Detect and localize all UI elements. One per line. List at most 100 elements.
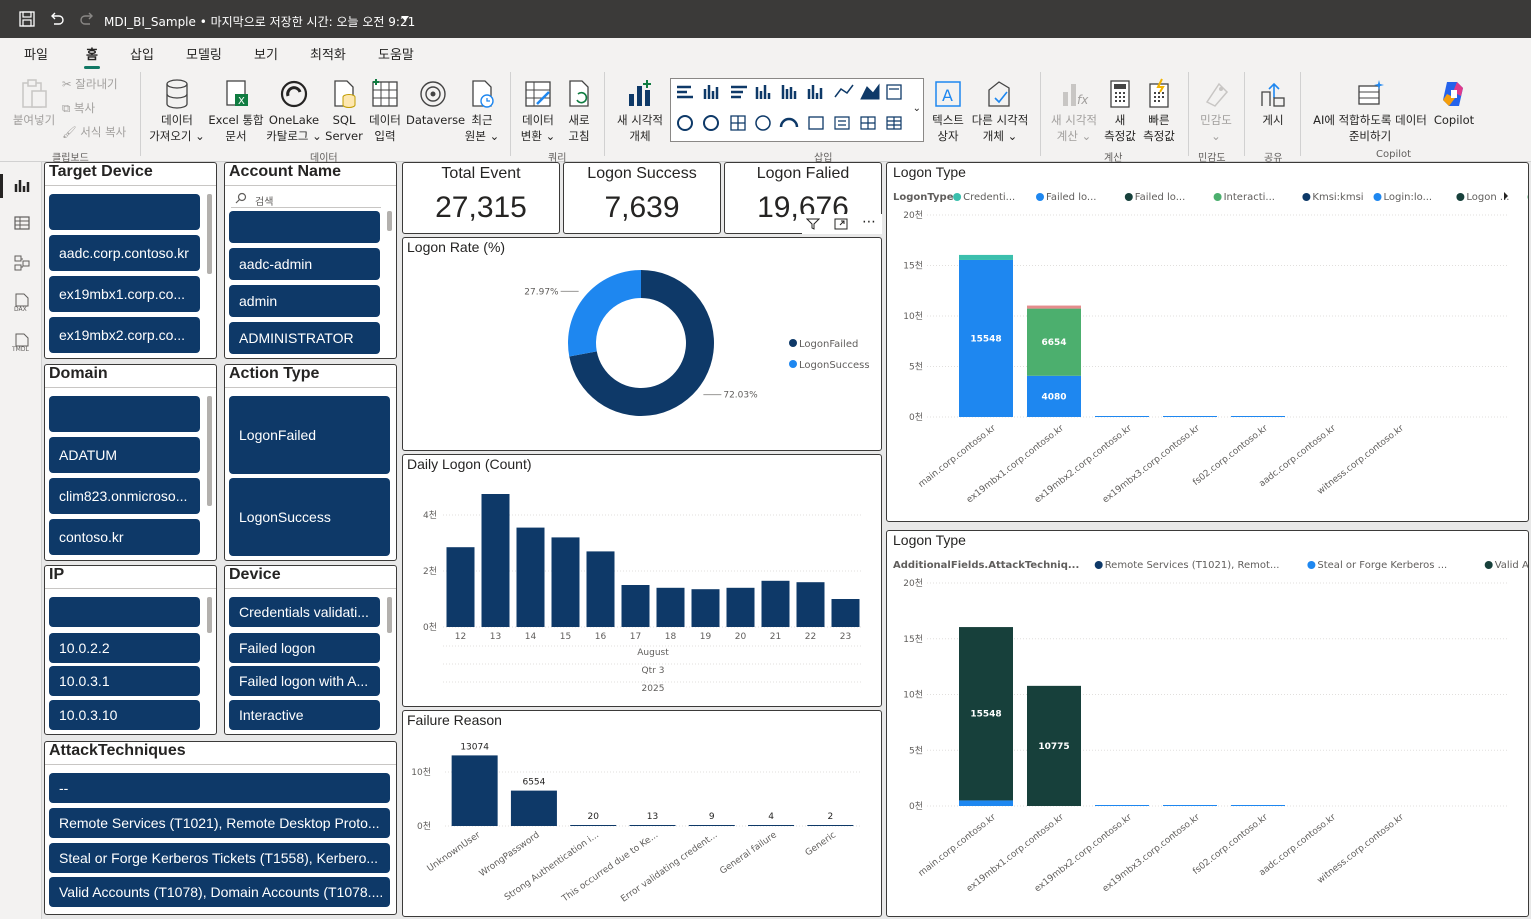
tab-home[interactable]: 홈 (84, 44, 100, 69)
gallery-expand-icon[interactable]: ⌄ (912, 103, 921, 114)
quick-measure-button[interactable]: 빠른 측정값 (1140, 78, 1178, 144)
divider (1300, 72, 1301, 156)
tab-view[interactable]: 보기 (254, 48, 278, 63)
bar (656, 587, 685, 627)
tmdl-view-icon[interactable]: TMDL (9, 332, 35, 352)
slicer-item[interactable]: ADATUM (49, 437, 200, 473)
legend-marker (1527, 195, 1528, 199)
scrollbar[interactable] (387, 211, 392, 231)
slicer-title: Domain (49, 365, 108, 382)
slicer-item[interactable]: LogonFailed (229, 396, 390, 474)
slicer-item[interactable]: aadc.corp.contoso.kr (49, 235, 200, 271)
divider (225, 185, 396, 186)
new-visual-calc-button[interactable]: fx 새 시각적 계산 ⌄ (1046, 78, 1102, 144)
slicer-item[interactable]: Valid Accounts (T1078), Domain Accounts … (49, 877, 390, 907)
format-painter-button[interactable]: 🖌 서식 복사 (62, 125, 127, 139)
focus-mode-icon[interactable] (834, 217, 848, 231)
tab-optimize[interactable]: 최적화 (310, 48, 346, 63)
search-input[interactable]: 검색 (255, 197, 274, 208)
sensitivity-button[interactable]: 민감도 ⌄ (1196, 78, 1236, 144)
slicer-item[interactable]: LogonSuccess (229, 478, 390, 556)
table-icon (372, 79, 398, 107)
slicer-item[interactable]: ex19mbx2.corp.co... (49, 317, 200, 353)
scrollbar[interactable] (207, 194, 212, 274)
dax-query-view-icon[interactable]: DAX (11, 292, 33, 312)
slicer-item[interactable]: admin (229, 285, 380, 317)
calculator-icon (1110, 80, 1130, 108)
slicer-item[interactable]: Steal or Forge Kerberos Tickets (T1558),… (49, 843, 390, 873)
slicer-item[interactable] (49, 597, 200, 627)
save-icon[interactable] (18, 10, 36, 28)
y-tick-label: 20천 (903, 578, 923, 589)
slicer-item[interactable]: ex19mbx1.corp.co... (49, 276, 200, 312)
undo-icon[interactable] (48, 10, 66, 28)
table-view-icon[interactable] (13, 214, 31, 232)
data-label: 72.03% (723, 391, 758, 401)
slicer-item[interactable]: Failed logon with A... (229, 666, 380, 696)
text-box-button[interactable]: A 텍스트 상자 (928, 78, 968, 144)
divider (45, 588, 216, 589)
copy-button[interactable]: ⧉ 복사 (62, 101, 96, 115)
slicer-item[interactable]: clim823.onmicroso... (49, 478, 200, 514)
redo-icon[interactable] (78, 10, 96, 28)
tab-insert[interactable]: 삽입 (130, 48, 154, 63)
slicer-item[interactable]: aadc-admin (229, 248, 380, 280)
svg-text:A: A (942, 86, 953, 105)
slicer-item[interactable]: Remote Services (T1021), Remote Desktop … (49, 808, 390, 838)
scrollbar[interactable] (207, 597, 212, 633)
slicer-item[interactable]: 10.0.3.10 (49, 700, 200, 730)
more-options-icon[interactable]: ⋯ (862, 214, 876, 230)
tab-help[interactable]: 도움말 (378, 48, 414, 63)
group-data-label: 데이터 (310, 153, 338, 164)
slicer-item[interactable] (229, 211, 380, 243)
copilot-button[interactable]: Copilot (1432, 78, 1476, 128)
sql-server-button[interactable]: SQL Server (324, 78, 364, 144)
new-measure-button[interactable]: 새 측정값 (1102, 78, 1138, 144)
cut-button[interactable]: ✂ 잘라내기 (62, 77, 118, 91)
kpi-title: Logon Success (587, 165, 697, 182)
recent-sources-button[interactable]: 최근 원본 ⌄ (462, 78, 502, 144)
enter-data-button[interactable]: 데이터 입력 (366, 78, 404, 144)
more-visuals-button[interactable]: 다른 시각적 개체 ⌄ (968, 78, 1032, 144)
excel-workbook-button[interactable]: X Excel 통합 문서 (208, 78, 264, 144)
y-tick-label: 10천 (903, 690, 923, 701)
paste-button[interactable]: 붙여넣기 (10, 78, 58, 128)
x-tick-label: Generic (804, 830, 838, 858)
scrollbar[interactable] (387, 597, 392, 633)
report-view-icon[interactable] (13, 176, 31, 194)
refresh-button[interactable]: 새로 고침 (562, 78, 596, 144)
get-data-button[interactable]: 데이터 가져오기 ⌄ (148, 78, 206, 144)
legend-marker (1213, 193, 1222, 201)
visual-gallery[interactable]: ⌄ (670, 78, 924, 142)
slicer-item[interactable]: contoso.kr (49, 519, 200, 555)
publish-button[interactable]: 게시 (1254, 78, 1292, 128)
slicer-item[interactable]: -- (49, 773, 390, 803)
filter-icon[interactable] (806, 217, 820, 231)
data-label: 15548 (970, 710, 1001, 720)
dataverse-button[interactable]: Dataverse (406, 78, 465, 128)
bar (570, 825, 617, 826)
slicer-item[interactable]: Interactive (229, 700, 380, 730)
slicer-item[interactable]: ADMINISTRATOR (229, 322, 380, 354)
bar (451, 755, 498, 826)
slicer-item[interactable] (49, 194, 200, 230)
title-dropdown-icon[interactable] (400, 15, 410, 23)
new-visual-button[interactable]: 새 시각적 개체 (612, 78, 668, 144)
slicer-item[interactable]: 10.0.3.1 (49, 666, 200, 696)
y-tick-label: 2천 (423, 566, 437, 577)
cut-icon: ✂ (62, 77, 76, 91)
onelake-catalog-button[interactable]: OneLake 카탈로그 ⌄ (266, 78, 322, 144)
tab-file[interactable]: 파일 (24, 48, 48, 63)
slicer-item[interactable]: 10.0.2.2 (49, 633, 200, 663)
tab-modeling[interactable]: 모델링 (186, 48, 222, 63)
transform-data-button[interactable]: 데이터 변환 ⌄ (518, 78, 558, 144)
bar-segment (1095, 805, 1149, 806)
slicer-item[interactable]: Credentials validati... (229, 597, 380, 627)
prep-data-ai-button[interactable]: AI에 적합하도록 데이터 준비하기 (1310, 78, 1430, 144)
slicer-item[interactable] (49, 396, 200, 432)
model-view-icon[interactable] (13, 254, 31, 272)
bar-segment (959, 254, 1013, 260)
onelake-icon (280, 80, 308, 108)
scrollbar[interactable] (207, 396, 212, 506)
slicer-item[interactable]: Failed logon (229, 633, 380, 663)
